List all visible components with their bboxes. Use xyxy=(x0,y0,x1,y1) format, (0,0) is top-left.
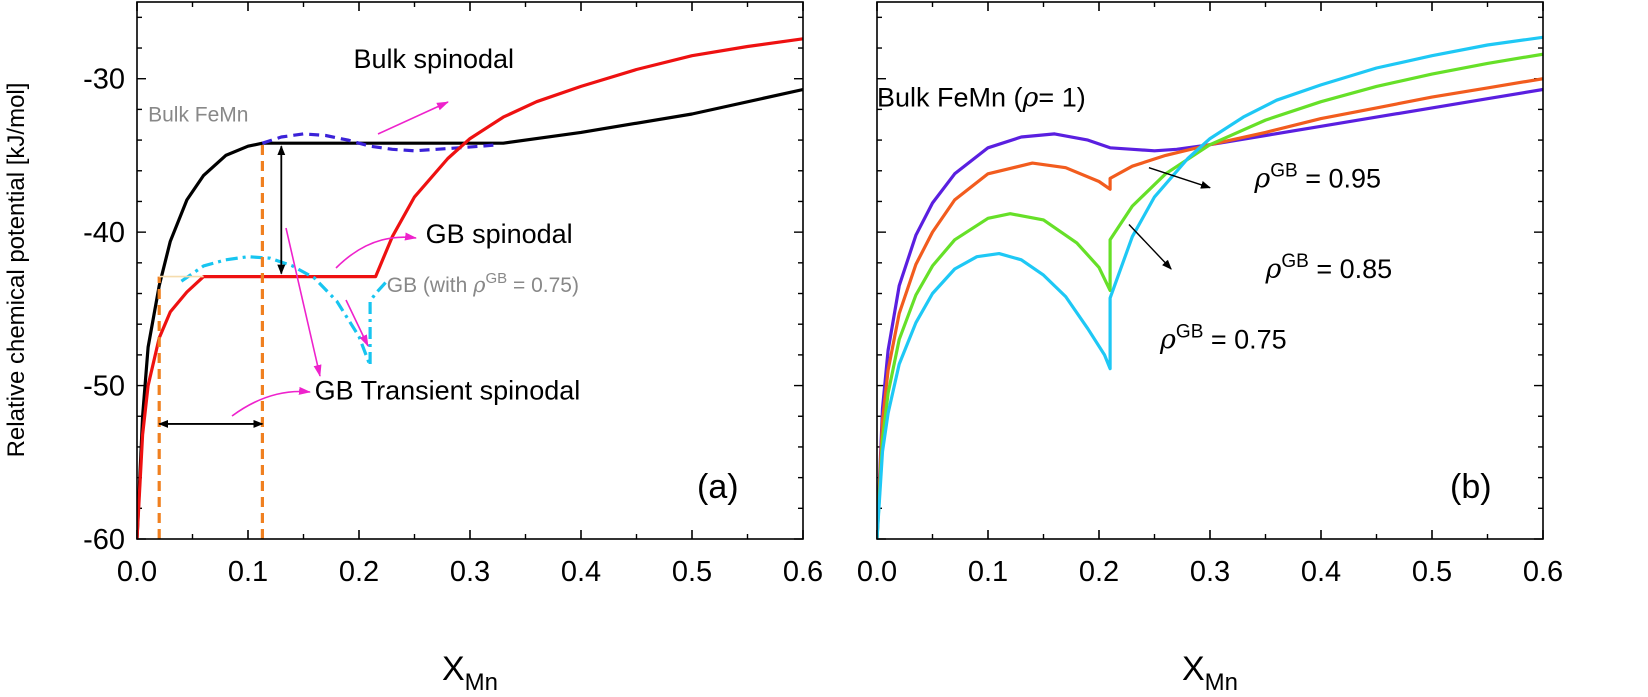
x-axis-label-a: XMn xyxy=(442,650,498,696)
annotation-b-2-suffix: = 0.85 xyxy=(1309,254,1392,284)
annotation-b-2: ρGB = 0.85 xyxy=(1265,251,1393,285)
axis-ticks-b: 0.0 0.1 0.2 0.3 0.4 0.5 0.6 xyxy=(857,2,1563,588)
panel-label-b: (b) xyxy=(1450,468,1492,506)
series-group-a xyxy=(137,37,803,539)
y-axis-label: Relative chemical potential [kJ/mol] xyxy=(3,83,30,458)
x-tick-label-a-1: 0.1 xyxy=(228,556,268,588)
panel-b: 0.0 0.1 0.2 0.3 0.4 0.5 0.6 Bulk FeMn (ρ= 1)ρG… xyxy=(857,1,1563,696)
annotation-b-2-rho: ρ xyxy=(1265,254,1282,285)
annotation-b-3: ρGB = 0.75 xyxy=(1159,321,1287,355)
series-a-gb-with-rho-gb-0-75 xyxy=(137,37,803,539)
y-tick-label-a-3: -30 xyxy=(83,64,125,96)
leader-line-b-1 xyxy=(1128,223,1172,270)
annotation-b-0: Bulk FeMn (ρ= 1) xyxy=(877,82,1086,113)
x-tick-label-b-5: 0.5 xyxy=(1412,556,1452,588)
axis-ticks-a: 0.0 0.1 0.2 0.3 0.4 0.5 0.6 -60 -50 -40 -30 xyxy=(83,2,823,588)
annotation-b-2-sup: GB xyxy=(1281,251,1308,272)
series-b-bulk-femn-rho-1 xyxy=(877,87,1543,539)
x-tick-label-a-3: 0.3 xyxy=(450,556,490,588)
annotation-a-2: GB spinodal xyxy=(426,219,573,249)
x-tick-label-b-0: 0.0 xyxy=(857,556,897,588)
annotation-a-3-sup: GB xyxy=(485,270,507,287)
annotation-a-0: Bulk spinodal xyxy=(353,44,514,74)
annotation-b-3-suffix: = 0.75 xyxy=(1203,325,1286,355)
x-tick-label-b-6: 0.6 xyxy=(1523,556,1563,588)
annotation-a-3-rho: ρ xyxy=(472,273,486,297)
series-group-b xyxy=(877,35,1543,539)
arrow-group-a xyxy=(158,145,286,428)
annotation-b-1-rho: ρ xyxy=(1253,164,1270,195)
callout-arrows-a xyxy=(231,101,449,417)
x-axis-label-b-sub: Mn xyxy=(1205,669,1238,696)
series-b-rho-gb-0-95 xyxy=(877,77,1543,539)
annotation-a-4-text: GB Transient spinodal xyxy=(315,375,581,405)
x-tick-label-a-5: 0.5 xyxy=(672,556,712,588)
leader-lines-b xyxy=(1128,167,1211,270)
x-tick-label-b-1: 0.1 xyxy=(968,556,1008,588)
x-axis-label-b-main: X xyxy=(1182,650,1205,688)
annotation-a-4: GB Transient spinodal xyxy=(315,375,581,405)
annotation-b-1-suffix: = 0.95 xyxy=(1298,164,1381,194)
annotation-b-3-rho: ρ xyxy=(1159,325,1176,356)
annotation-b-1: ρGB = 0.95 xyxy=(1253,160,1381,194)
series-b-rho-gb-0-75 xyxy=(877,35,1543,539)
annotations-a: Bulk spinodal Bulk FeMn GB spinodal GB (wit… xyxy=(148,44,580,405)
series-a-gb-transient-spinodal xyxy=(180,255,388,368)
x-axis-label-a-main: X xyxy=(442,650,465,688)
gb-spinodal-pointer xyxy=(335,232,417,269)
panel-label-a: (a) xyxy=(697,468,739,506)
plot-frame-b xyxy=(876,1,1544,540)
annotation-a-3: GB (with ρGB = 0.75) xyxy=(387,270,579,297)
annotation-a-3-suffix: = 0.75) xyxy=(507,274,579,297)
transient-pointer-3 xyxy=(231,386,311,417)
plot-frame-a xyxy=(136,1,804,540)
x-tick-label-a-0: 0.0 xyxy=(117,556,157,588)
x-axis-label-a-sub: Mn xyxy=(465,669,498,696)
annotation-a-1: Bulk FeMn xyxy=(148,104,248,127)
x-tick-label-b-2: 0.2 xyxy=(1079,556,1119,588)
transient-pointer-2 xyxy=(345,299,369,347)
annotation-b-3-sup: GB xyxy=(1176,321,1203,342)
annotation-a-1-text: Bulk FeMn xyxy=(148,104,248,127)
annotation-a-0-text: Bulk spinodal xyxy=(353,44,514,74)
series-a-bulk-spinodal-unstable-branch xyxy=(261,132,498,153)
series-a-bulk-femn-common-tangent xyxy=(137,87,803,539)
y-tick-label-a-0: -60 xyxy=(83,524,125,556)
leader-line-b-0 xyxy=(1148,167,1211,189)
x-tick-label-a-6: 0.6 xyxy=(783,556,823,588)
annotation-a-2-text: GB spinodal xyxy=(426,219,573,249)
panel-a: 0.0 0.1 0.2 0.3 0.4 0.5 0.6 -60 -50 -40 -30 Bulk s… xyxy=(3,1,823,696)
y-tick-label-a-2: -40 xyxy=(83,217,125,249)
x-axis-label-b: XMn xyxy=(1182,650,1238,696)
y-tick-label-a-1: -50 xyxy=(83,371,125,403)
annotation-b-0-prefix: Bulk FeMn ( xyxy=(877,82,1023,112)
x-tick-label-a-4: 0.4 xyxy=(561,556,601,588)
annotation-b-0-suffix: = 1) xyxy=(1038,82,1085,112)
x-tick-label-b-4: 0.4 xyxy=(1301,556,1341,588)
transient-pointer-1 xyxy=(285,227,322,377)
x-tick-label-b-3: 0.3 xyxy=(1190,556,1230,588)
annotation-b-1-sup: GB xyxy=(1270,160,1297,181)
annotation-b-0-rho: ρ xyxy=(1022,82,1039,113)
bulk-spinodal-pointer xyxy=(377,101,449,135)
annotation-a-3-prefix: GB (with xyxy=(387,274,473,297)
series-b-rho-gb-0-85 xyxy=(877,52,1543,539)
x-tick-label-a-2: 0.2 xyxy=(339,556,379,588)
